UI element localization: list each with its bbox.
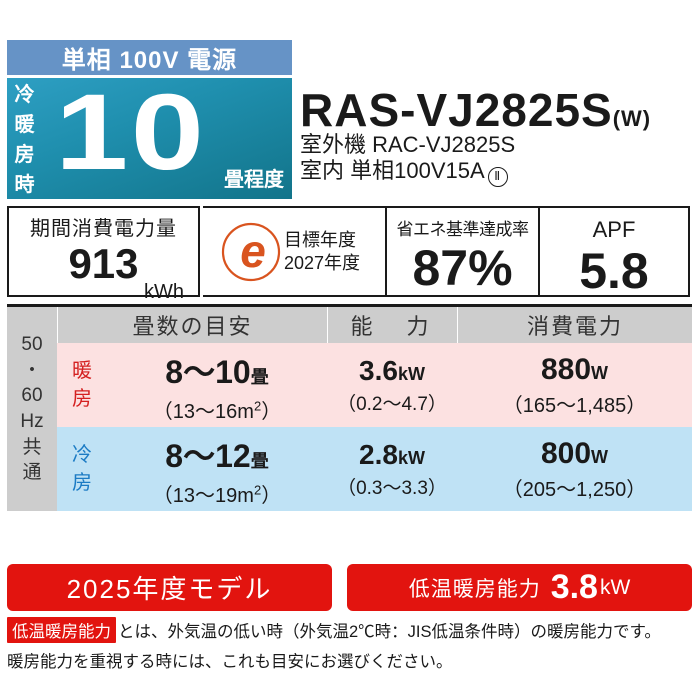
- svg-text:e: e: [240, 225, 266, 277]
